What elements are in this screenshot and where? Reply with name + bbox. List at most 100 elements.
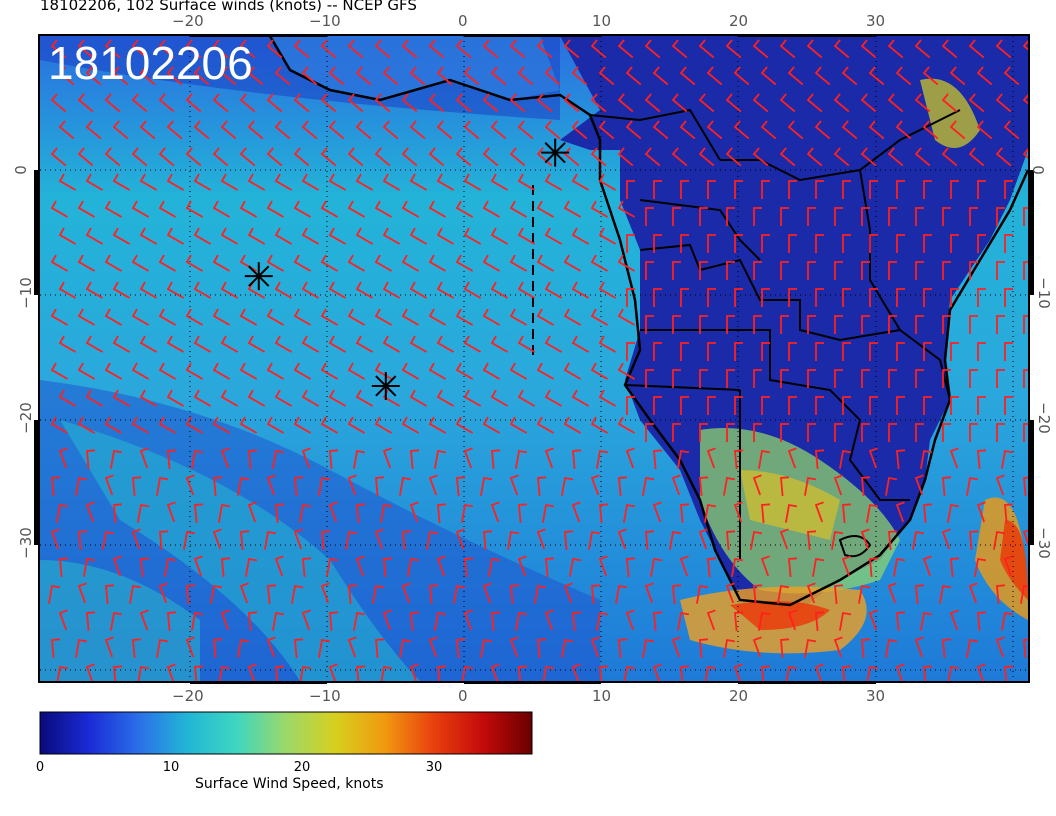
wind-barb	[193, 120, 210, 140]
wind-barb	[429, 584, 439, 604]
wind-barb	[1020, 584, 1028, 604]
wind-barb	[194, 665, 204, 681]
wind-barb	[401, 362, 420, 380]
wind-barb	[293, 200, 312, 218]
wind-barb	[861, 638, 871, 658]
lon-tick-top: −20	[172, 12, 204, 30]
wind-barb	[1022, 93, 1028, 105]
wind-barb	[321, 530, 331, 550]
wind-barb	[372, 584, 385, 604]
wind-barb	[896, 234, 905, 253]
wind-barb	[966, 476, 979, 496]
wind-barb	[761, 342, 770, 361]
wind-barb	[77, 93, 94, 113]
wind-barb	[923, 288, 932, 307]
wind-barb	[598, 389, 617, 407]
wind-barb	[588, 530, 601, 550]
wind-barb	[78, 530, 88, 550]
wind-barb	[590, 254, 609, 272]
wind-barb	[428, 200, 447, 218]
wind-barb	[563, 362, 582, 380]
wind-barb	[617, 308, 636, 326]
wind-barb	[841, 555, 851, 577]
wind-barb	[804, 638, 817, 658]
map-title: 18102206, 102 Surface winds (knots) -- N…	[40, 0, 417, 14]
wind-barb	[833, 93, 850, 113]
wind-barb	[77, 200, 96, 218]
wind-barb	[401, 582, 411, 604]
wind-barb	[841, 66, 858, 86]
wind-barb	[653, 234, 662, 253]
wind-barb	[401, 200, 420, 218]
wind-barb	[598, 555, 608, 577]
wind-barb	[617, 362, 636, 380]
wind-barb	[571, 389, 590, 407]
wind-barb	[861, 369, 870, 388]
wind-barb	[669, 530, 682, 550]
wind-barb	[1003, 66, 1020, 86]
wind-barb	[923, 342, 932, 361]
wind-barb	[677, 449, 690, 469]
wind-barb	[131, 39, 148, 59]
lon-tick-bottom: 20	[729, 687, 749, 705]
wind-barb	[293, 254, 312, 272]
wind-barb	[272, 449, 285, 469]
wind-barb	[293, 147, 310, 167]
wind-barb	[517, 227, 536, 245]
wind-barb	[699, 423, 708, 442]
wind-barb	[382, 609, 392, 631]
wind-barb	[85, 281, 104, 299]
wind-barb	[968, 93, 985, 113]
wind-barb	[480, 638, 493, 658]
wind-barb	[482, 362, 501, 380]
wind-barb	[299, 665, 312, 681]
wind-barb	[868, 609, 878, 631]
wind-barb	[139, 66, 156, 86]
wind-barb	[785, 665, 798, 681]
wind-barb	[996, 584, 1006, 604]
wind-barb	[761, 503, 771, 523]
wind-barb	[888, 369, 897, 388]
wind-barb	[50, 416, 69, 434]
wind-barb	[942, 207, 951, 226]
wind-barb	[760, 120, 777, 140]
wind-barb	[83, 557, 96, 577]
wind-barb	[436, 227, 455, 245]
wind-barb	[139, 335, 158, 353]
wind-barb	[617, 200, 636, 218]
wind-barb	[374, 254, 393, 272]
wind-barb	[320, 200, 339, 218]
wind-barb	[833, 39, 850, 59]
wind-barb	[753, 315, 762, 334]
wind-barb	[645, 315, 654, 334]
wind-barb	[212, 308, 231, 326]
wind-barb	[112, 389, 131, 407]
wind-barb	[347, 39, 364, 59]
wind-barb	[995, 636, 1005, 658]
wind-barb	[806, 147, 823, 167]
wind-barb	[680, 234, 689, 253]
wind-barb	[50, 147, 67, 167]
wind-barb	[698, 93, 715, 113]
wind-barb	[186, 584, 196, 604]
wind-barb	[699, 369, 708, 388]
wind-barb	[428, 308, 447, 326]
wind-barb	[409, 663, 419, 681]
wind-barb	[275, 665, 285, 681]
wind-barb	[895, 501, 905, 523]
wind-barb	[374, 39, 391, 59]
wind-barb	[355, 555, 365, 577]
wind-barb	[536, 254, 555, 272]
wind-barb	[409, 335, 428, 353]
wind-barb	[750, 530, 763, 550]
wind-barb	[650, 557, 663, 577]
wind-barb	[409, 281, 428, 299]
wind-barb	[888, 423, 897, 442]
wind-barb	[158, 416, 177, 434]
wind-barb	[301, 66, 318, 86]
wind-barb	[977, 234, 986, 253]
wind-barb	[382, 335, 401, 353]
wind-barb	[644, 147, 661, 167]
wind-barb	[437, 665, 447, 681]
wind-barb	[590, 362, 609, 380]
